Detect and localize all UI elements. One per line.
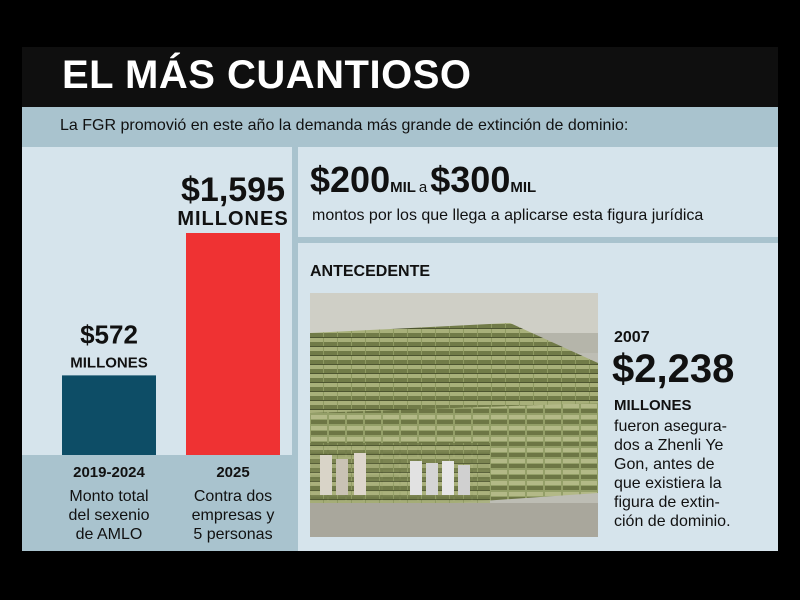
range-description: montos por los que llega a aplicarse est… [312, 207, 704, 224]
bar-unit-label: MILLONES [177, 208, 288, 230]
antecedente-text-line: Gon, antes de [614, 456, 715, 473]
antecedente-year: 2007 [614, 329, 650, 346]
range-low: $200 [310, 159, 391, 200]
range-panel: $200MIL a$300MIL montos por los que llega… [298, 147, 778, 237]
bar-unit-label: MILLONES [70, 354, 148, 371]
bar-2025 [186, 233, 280, 455]
category-label: 2019-2024 [73, 464, 145, 481]
antecedente-text-line: dos a Zhenli Ye [614, 437, 724, 454]
category-description-line: del sexenio [69, 507, 150, 524]
page-subtitle: La FGR promovió en este año la demanda m… [60, 117, 629, 134]
antecedente-label: ANTECEDENTE [310, 263, 431, 280]
money-stack-image [310, 293, 598, 537]
category-description-line: empresas y [192, 507, 275, 524]
range-high-unit: MIL [510, 179, 537, 196]
category-description-line: 5 personas [193, 526, 272, 543]
antecedente-amount: $2,238 [612, 347, 735, 391]
range-high: $300 [430, 159, 511, 200]
page-title: EL MÁS CUANTIOSO [62, 53, 472, 97]
antecedente-text-line: ción de dominio. [614, 513, 731, 530]
antecedente-unit: MILLONES [614, 397, 692, 414]
money-stack-photo [310, 293, 598, 537]
bar-chart-panel: $572 MILLONES 2019-2024 Monto total del sexe… [22, 147, 292, 551]
bar-value-label: $1,595 [181, 171, 285, 209]
panel-divider-vertical [292, 147, 298, 551]
category-description-line: Monto total [69, 488, 148, 505]
bar-value-label: $572 [80, 319, 138, 349]
bar-2019-2024 [62, 375, 156, 455]
range-line: $200MIL a$300MIL [310, 159, 536, 201]
range-connector: a [418, 179, 428, 196]
title-bar: EL MÁS CUANTIOSO [22, 47, 778, 107]
range-low-unit: MIL [390, 179, 416, 196]
antecedente-text-line: figura de extin- [614, 494, 720, 511]
category-description-line: Contra dos [194, 488, 272, 505]
panel-divider-horizontal [298, 237, 778, 243]
subtitle-bar: La FGR promovió en este año la demanda m… [22, 107, 778, 147]
infographic-card: EL MÁS CUANTIOSO La FGR promovió en este… [22, 47, 778, 551]
category-description-line: de AMLO [76, 526, 143, 543]
bar-chart: $572 MILLONES 2019-2024 Monto total del sexe… [22, 171, 292, 551]
category-band [22, 455, 292, 551]
antecedente-text: fueron asegura-dos a Zhenli Ye Gon, antes… [614, 417, 774, 531]
antecedente-text-line: que existiera la [614, 475, 722, 492]
category-label: 2025 [216, 464, 249, 481]
antecedente-text-line: fueron asegura- [614, 418, 727, 435]
